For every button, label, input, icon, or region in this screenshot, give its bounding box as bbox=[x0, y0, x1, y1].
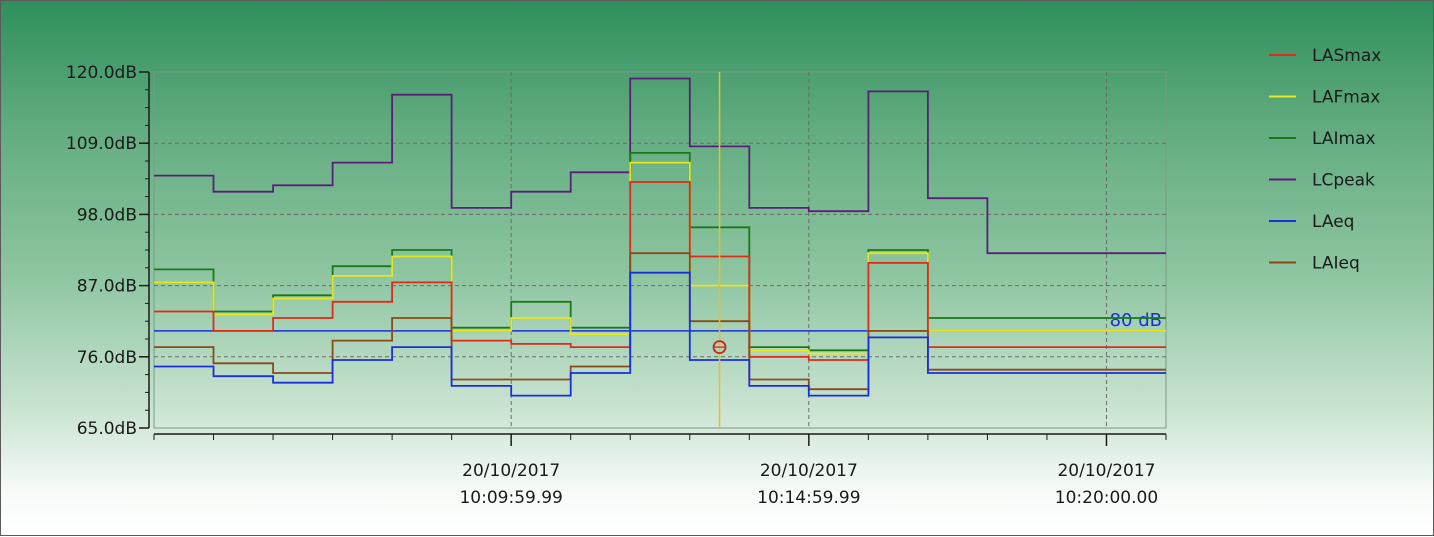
y-tick-label: 98.0dB bbox=[77, 205, 137, 225]
legend-item-lafmax: LAFmax bbox=[1269, 88, 1380, 108]
legend-label: LAIeq bbox=[1312, 254, 1360, 274]
legend-item-laeq: LAeq bbox=[1269, 212, 1354, 232]
y-tick-label: 109.0dB bbox=[66, 134, 137, 154]
legend-label: LCpeak bbox=[1312, 171, 1375, 191]
legend-item-laieq: LAIeq bbox=[1269, 254, 1360, 274]
y-tick-label: 120.0dB bbox=[66, 63, 137, 83]
plot-border bbox=[153, 71, 1167, 429]
legend-label: LAFmax bbox=[1312, 88, 1380, 108]
series-lafmax bbox=[154, 161, 1166, 355]
y-tick-label: 87.0dB bbox=[77, 277, 137, 297]
series-lines bbox=[154, 77, 1166, 397]
x-tick-time-label: 10:14:59.99 bbox=[757, 488, 860, 508]
reference-line: 80 dB bbox=[154, 310, 1166, 332]
legend-item-lasmax: LASmax bbox=[1269, 46, 1381, 66]
legend-label: LAImax bbox=[1312, 129, 1376, 149]
x-tick-time-label: 10:20:00.00 bbox=[1055, 488, 1158, 508]
reference-line-label: 80 dB bbox=[1110, 310, 1162, 331]
legend-item-laimax: LAImax bbox=[1269, 129, 1376, 149]
plot-area bbox=[153, 71, 1167, 429]
legend-label: LASmax bbox=[1312, 46, 1381, 66]
x-tick-date-label: 20/10/2017 bbox=[1057, 461, 1155, 481]
x-tick-date-label: 20/10/2017 bbox=[760, 461, 858, 481]
axes: 65.0dB 76.0dB 87.0dB 98.0dB 109.0dB 120.0dB 20… bbox=[66, 63, 1167, 508]
series-lasmax bbox=[154, 181, 1166, 361]
series-lcpeak bbox=[154, 77, 1166, 255]
y-tick-label: 76.0dB bbox=[77, 348, 137, 368]
legend-item-lcpeak: LCpeak bbox=[1269, 171, 1375, 191]
x-tick-date-label: 20/10/2017 bbox=[462, 461, 560, 481]
grid-lines bbox=[154, 72, 1166, 428]
series-laeq bbox=[154, 271, 1166, 397]
legend-label: LAeq bbox=[1312, 212, 1354, 232]
y-tick-label: 65.0dB bbox=[77, 419, 137, 439]
x-tick-time-label: 10:09:59.99 bbox=[459, 488, 562, 508]
cursor[interactable] bbox=[712, 72, 727, 428]
legend: LASmax LAFmax LAImax LCpeak LAeq LAIeq bbox=[1269, 46, 1381, 274]
